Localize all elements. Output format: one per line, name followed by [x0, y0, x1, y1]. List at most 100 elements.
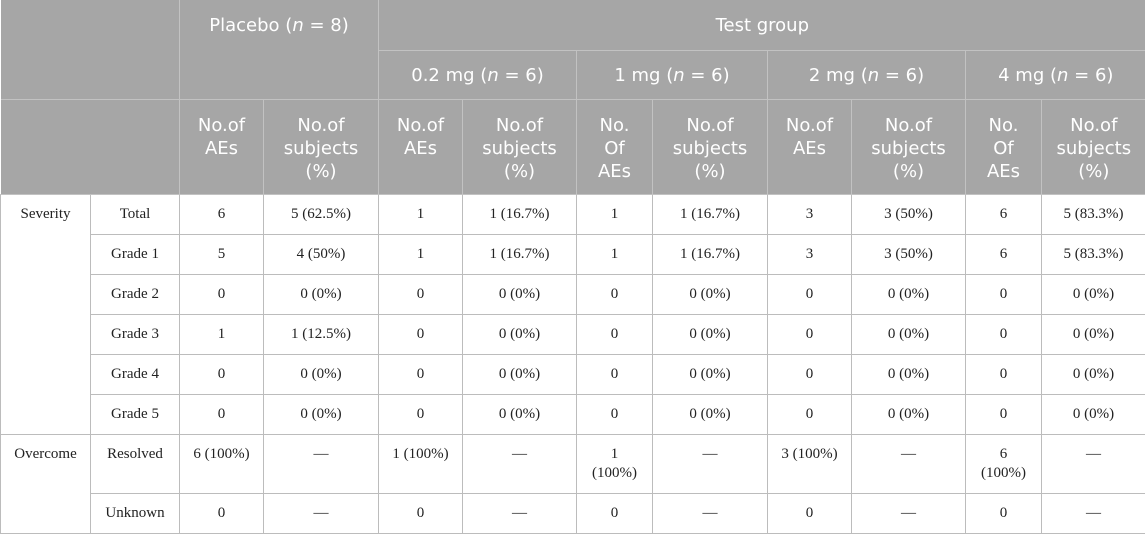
table-cell: —	[264, 494, 379, 534]
cell-text: 0	[806, 286, 814, 302]
table-cell: 0 (0%)	[1042, 275, 1145, 315]
table-cell: 3 (50%)	[852, 195, 966, 235]
cell-text: 0	[806, 326, 814, 342]
cell-text: 0	[806, 366, 814, 382]
cell-text: 1	[417, 246, 425, 262]
table-cell: 0	[379, 355, 463, 395]
table-cell: 0 (0%)	[653, 395, 768, 435]
header-dose-0: 0.2 mg (n = 6)	[379, 51, 577, 100]
dose-n-var: n	[1057, 65, 1068, 86]
dose-label: 0.2 mg (	[411, 65, 487, 86]
table-cell: 1 (12.5%)	[264, 315, 379, 355]
cell-text: —	[703, 505, 718, 521]
table-cell: 6	[966, 235, 1042, 275]
table-cell: 0	[966, 315, 1042, 355]
subcol-header-line: No.of	[397, 115, 444, 136]
table-cell: 0 (0%)	[653, 355, 768, 395]
cell-text: 0	[417, 505, 425, 521]
cell-text: 6	[1000, 246, 1008, 262]
header-dose-3: 4 mg (n = 6)	[966, 51, 1145, 100]
cell-text: —	[512, 505, 527, 521]
table-cell: 0 (0%)	[264, 395, 379, 435]
row-label: Grade 5	[91, 395, 180, 435]
table-cell: 0	[768, 494, 852, 534]
subcol-header-line: No.of	[1070, 115, 1117, 136]
cell-text: 0 (0%)	[888, 326, 929, 342]
row-group-label: Severity	[1, 195, 91, 435]
table-cell: —	[653, 494, 768, 534]
cell-text: 1	[417, 206, 425, 222]
table-cell: 3 (50%)	[852, 235, 966, 275]
cell-text: 0 (0%)	[300, 406, 341, 422]
row-label: Total	[91, 195, 180, 235]
header-blank	[1, 0, 180, 100]
row-group-label: Overcome	[1, 435, 91, 534]
table-cell: 1 (16.7%)	[653, 235, 768, 275]
table-cell: 1 (16.7%)	[463, 195, 577, 235]
dose-n-val: = 6)	[499, 65, 544, 86]
cell-text: 3 (50%)	[884, 206, 933, 222]
table-cell: 0 (0%)	[1042, 315, 1145, 355]
table-cell: 1	[379, 235, 463, 275]
cell-text: 5 (83.3%)	[1064, 206, 1124, 222]
dose-n-var: n	[673, 65, 684, 86]
subcol-header-line: AEs	[205, 138, 238, 159]
cell-text: —	[901, 446, 916, 462]
table-cell: 0	[379, 494, 463, 534]
table-cell: 3	[768, 195, 852, 235]
cell-text: 1	[611, 206, 619, 222]
cell-text: 0	[806, 406, 814, 422]
header-test-group: Test group	[379, 0, 1145, 51]
table-cell: —	[463, 494, 577, 534]
table-cell: —	[852, 435, 966, 494]
cell-text: 0	[1000, 286, 1008, 302]
table-cell: 0	[966, 494, 1042, 534]
cell-text: 1 (16.7%)	[680, 206, 740, 222]
subcol-header-line: (%)	[694, 161, 725, 182]
cell-text: —	[703, 446, 718, 462]
subcol-header-line: (%)	[893, 161, 924, 182]
table-cell: 5 (62.5%)	[264, 195, 379, 235]
table-cell: —	[1042, 435, 1145, 494]
table-cell: 0 (0%)	[653, 275, 768, 315]
table-cell: 6	[966, 195, 1042, 235]
cell-text: 1	[611, 246, 619, 262]
subcol-header-line: subjects	[673, 138, 748, 159]
table-cell: 0	[577, 315, 653, 355]
subcol-header-line: subjects	[284, 138, 359, 159]
cell-text: 0	[417, 366, 425, 382]
dose-label: 1 mg (	[614, 65, 673, 86]
cell-text: 0 (0%)	[499, 286, 540, 302]
cell-text: 6	[1000, 206, 1008, 222]
subcol-header-line: No.	[600, 115, 630, 136]
subcol-header-line: No.	[989, 115, 1019, 136]
cell-text: 1	[218, 326, 226, 342]
table-cell: 0 (0%)	[852, 315, 966, 355]
cell-text: 1 (12.5%)	[291, 326, 351, 342]
table-cell: 1 (100%)	[379, 435, 463, 494]
dose-n-var: n	[487, 65, 498, 86]
subcol-header-line: No.of	[496, 115, 543, 136]
table-cell: 0 (0%)	[852, 355, 966, 395]
table-cell: 0	[577, 494, 653, 534]
table-cell: 5	[180, 235, 264, 275]
cell-text: 5	[218, 246, 226, 262]
cell-text: 5 (62.5%)	[291, 206, 351, 222]
table-header: Placebo (n = 8) Test group 0.2 mg (n = 6…	[1, 0, 1145, 195]
cell-text: 1	[611, 446, 619, 462]
subcol-header-line: (%)	[1078, 161, 1109, 182]
cell-text: —	[1086, 446, 1101, 462]
table-cell: —	[1042, 494, 1145, 534]
